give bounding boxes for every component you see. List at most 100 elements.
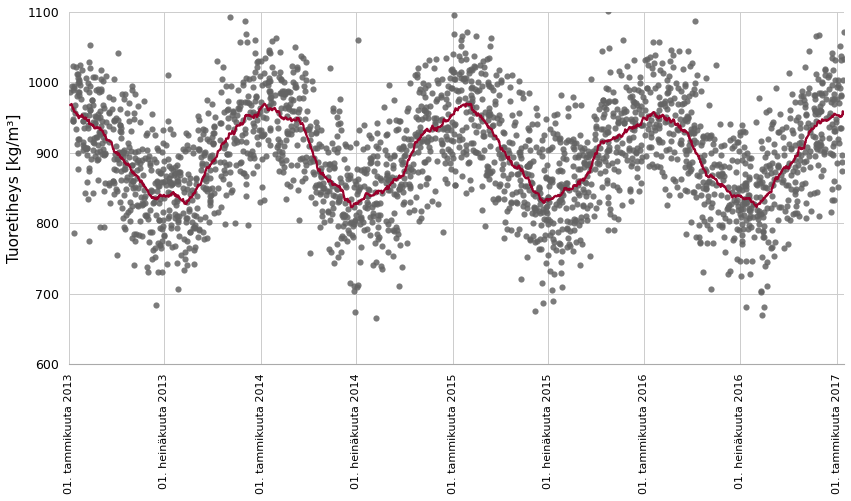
Point — [157, 230, 170, 238]
Point — [445, 118, 459, 126]
Point — [642, 162, 655, 170]
Point — [694, 191, 708, 199]
Point — [250, 161, 264, 169]
Point — [598, 167, 612, 175]
Point — [677, 128, 691, 136]
Point — [129, 237, 142, 245]
Point — [522, 170, 535, 178]
Point — [293, 125, 306, 133]
Point — [70, 63, 83, 71]
Point — [387, 152, 401, 160]
Point — [811, 161, 825, 169]
Point — [138, 194, 151, 202]
Point — [223, 168, 237, 176]
Point — [133, 159, 146, 167]
Point — [187, 223, 201, 231]
Point — [591, 153, 604, 161]
Point — [173, 168, 186, 176]
Point — [68, 101, 82, 109]
Point — [526, 120, 540, 128]
Point — [695, 138, 709, 146]
Point — [764, 243, 778, 252]
Point — [182, 244, 196, 252]
Point — [517, 182, 531, 190]
Point — [360, 204, 374, 212]
Point — [173, 212, 186, 220]
Point — [107, 75, 121, 83]
Point — [730, 225, 744, 233]
Point — [740, 149, 754, 157]
Point — [808, 133, 822, 141]
Point — [633, 79, 647, 87]
Point — [289, 141, 303, 149]
Point — [220, 150, 234, 158]
Point — [742, 194, 756, 202]
Point — [207, 139, 220, 147]
Point — [694, 167, 707, 175]
Point — [454, 153, 468, 161]
Point — [767, 252, 780, 260]
Point — [825, 98, 838, 106]
Point — [200, 187, 214, 195]
Point — [165, 180, 179, 188]
Point — [614, 109, 628, 117]
Point — [551, 197, 565, 205]
Point — [463, 69, 477, 77]
Point — [791, 161, 805, 169]
Point — [539, 260, 552, 268]
Point — [325, 199, 339, 207]
Point — [297, 94, 311, 102]
Point — [559, 138, 573, 146]
Point — [559, 155, 573, 163]
Point — [183, 227, 197, 235]
Point — [189, 224, 203, 232]
Point — [197, 125, 210, 133]
Point — [197, 151, 211, 159]
Point — [352, 184, 366, 192]
Point — [768, 238, 782, 246]
Point — [124, 147, 138, 155]
Point — [70, 70, 83, 78]
Point — [808, 106, 822, 114]
Point — [623, 93, 637, 101]
Point — [514, 275, 528, 283]
Point — [481, 78, 494, 86]
Point — [157, 157, 170, 165]
Point — [544, 267, 557, 275]
Point — [776, 133, 790, 141]
Point — [682, 162, 695, 170]
Point — [540, 209, 554, 217]
Point — [780, 240, 794, 248]
Point — [334, 248, 347, 257]
Point — [331, 198, 345, 206]
Point — [184, 190, 197, 198]
Point — [114, 127, 128, 135]
Point — [146, 246, 159, 254]
Point — [247, 108, 260, 116]
Point — [347, 203, 361, 211]
Point — [103, 108, 117, 116]
Point — [557, 149, 571, 157]
Point — [272, 73, 286, 81]
Point — [179, 247, 192, 256]
Point — [314, 171, 328, 179]
Point — [622, 136, 636, 144]
Point — [353, 219, 367, 227]
Point — [135, 156, 149, 164]
Point — [583, 201, 597, 209]
Point — [522, 160, 535, 168]
Point — [97, 128, 111, 136]
Point — [328, 192, 342, 200]
Point — [261, 136, 275, 144]
Point — [766, 120, 780, 128]
Point — [831, 139, 845, 147]
Point — [418, 93, 431, 101]
Point — [317, 184, 331, 192]
Point — [594, 100, 608, 108]
Point — [638, 131, 652, 139]
Point — [662, 145, 676, 153]
Point — [791, 168, 804, 176]
Point — [106, 125, 119, 133]
Point — [178, 176, 191, 184]
Point — [145, 255, 158, 263]
